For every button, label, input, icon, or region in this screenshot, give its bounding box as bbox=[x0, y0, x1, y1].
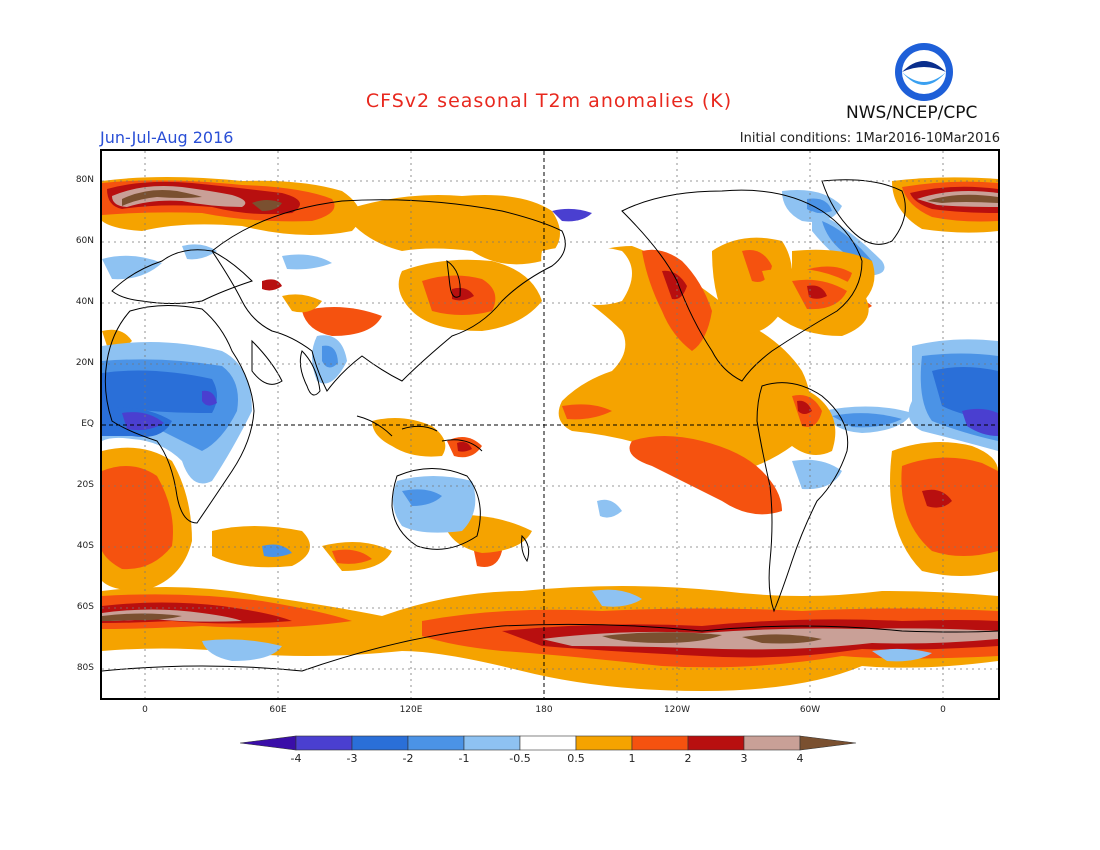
lat-label: 40N bbox=[75, 297, 94, 307]
lat-label: 60S bbox=[76, 602, 94, 612]
lat-label: 40S bbox=[76, 541, 94, 551]
map-title: CFSv2 seasonal T2m anomalies (K) bbox=[365, 90, 733, 112]
lon-label: 0 bbox=[142, 705, 148, 715]
lon-label: 180 bbox=[535, 705, 553, 715]
anomaly-region bbox=[807, 285, 827, 299]
colorbar-arrow-low bbox=[239, 735, 297, 751]
colorbar-swatch bbox=[463, 735, 521, 751]
anomaly-region bbox=[252, 200, 282, 211]
colorbar-tick-label: -4 bbox=[290, 752, 302, 765]
anomaly-region bbox=[552, 208, 592, 222]
anomaly-region bbox=[202, 639, 282, 661]
anomaly-region bbox=[927, 194, 998, 203]
anomaly-region bbox=[541, 246, 632, 305]
colorbar-tick-label: -1 bbox=[458, 752, 470, 765]
lat-label: 20S bbox=[76, 480, 94, 490]
lon-label: 60W bbox=[799, 705, 821, 715]
colorbar-swatch bbox=[743, 735, 801, 751]
anomaly-region bbox=[102, 466, 173, 570]
anomaly-region bbox=[262, 279, 282, 291]
anomaly-region bbox=[922, 489, 952, 508]
agency-label: NWS/NCEP/CPC bbox=[846, 103, 978, 123]
colorbar-swatch bbox=[407, 735, 465, 751]
anomaly-region bbox=[372, 417, 446, 457]
colorbar-swatch bbox=[519, 735, 577, 751]
anomaly-region bbox=[262, 544, 292, 557]
colorbar-tick-label: -2 bbox=[402, 752, 414, 765]
anomaly-region bbox=[102, 255, 162, 280]
colorbar-tick-label: 0.5 bbox=[567, 752, 585, 765]
anomaly-region bbox=[342, 195, 560, 265]
anomaly-region bbox=[182, 244, 217, 260]
lon-label: 120W bbox=[663, 705, 691, 715]
lon-label: 120E bbox=[399, 705, 423, 715]
anomaly-region bbox=[629, 436, 782, 515]
colorbar-tick-label: 2 bbox=[684, 752, 692, 765]
coastlines bbox=[102, 179, 998, 672]
lat-label: 80S bbox=[76, 663, 94, 673]
anomaly-region bbox=[832, 413, 902, 428]
svg-text:NOAA: NOAA bbox=[910, 69, 939, 79]
anomaly-region bbox=[393, 476, 476, 533]
anomaly-region bbox=[932, 367, 998, 421]
anomaly-region bbox=[122, 412, 164, 431]
anomaly-region bbox=[712, 237, 792, 334]
anomaly-region bbox=[102, 613, 182, 621]
lat-label: 80N bbox=[75, 175, 94, 185]
anomaly-field bbox=[102, 151, 998, 698]
anomaly-region bbox=[592, 589, 642, 607]
colorbar-swatch bbox=[295, 735, 353, 751]
anomaly-region bbox=[797, 400, 812, 414]
anomaly-region bbox=[742, 634, 822, 644]
lat-label: 60N bbox=[75, 236, 94, 246]
forecast-period: Jun-Jul-Aug 2016 bbox=[100, 128, 234, 147]
colorbar-swatch bbox=[631, 735, 689, 751]
colorbar-tick-label: -3 bbox=[346, 752, 358, 765]
colorbar-tick-label: 1 bbox=[628, 752, 636, 765]
anomaly-region bbox=[807, 198, 832, 214]
anomaly-region bbox=[202, 390, 217, 406]
anomaly-region bbox=[558, 246, 810, 472]
colorbar-tick-label: 4 bbox=[796, 752, 804, 765]
anomaly-region bbox=[642, 249, 712, 351]
lat-label: 20N bbox=[75, 358, 94, 368]
anomaly-region bbox=[901, 457, 998, 556]
anomaly-region bbox=[602, 632, 722, 643]
lon-label: 60E bbox=[269, 705, 287, 715]
anomaly-region bbox=[332, 549, 372, 564]
lat-label: EQ bbox=[81, 419, 94, 429]
colorbar-swatch bbox=[575, 735, 633, 751]
anomaly-region bbox=[597, 499, 622, 518]
colorbar-swatch bbox=[351, 735, 409, 751]
colorbar-swatch bbox=[687, 735, 745, 751]
anomaly-region bbox=[962, 408, 998, 436]
anomaly-region bbox=[322, 345, 338, 368]
colorbar bbox=[239, 735, 860, 755]
anomaly-region bbox=[457, 441, 472, 452]
anomaly-region bbox=[562, 404, 612, 420]
anomaly-region bbox=[102, 370, 217, 413]
anomaly-region bbox=[302, 307, 382, 336]
noaa-logo-icon: NOAA bbox=[894, 42, 954, 102]
anomaly-region bbox=[402, 489, 442, 506]
anomaly-region bbox=[872, 648, 932, 662]
colorbar-tick-label: -0.5 bbox=[509, 752, 531, 765]
anomaly-region bbox=[212, 526, 310, 568]
colorbar-arrow-high bbox=[799, 735, 857, 751]
anomaly-map bbox=[100, 149, 1000, 700]
lon-label: 0 bbox=[940, 705, 946, 715]
initial-conditions: Initial conditions: 1Mar2016-10Mar2016 bbox=[739, 131, 1000, 146]
anomaly-region bbox=[282, 254, 332, 270]
anomaly-region bbox=[792, 459, 842, 490]
colorbar-tick-label: 3 bbox=[740, 752, 748, 765]
anomaly-region bbox=[122, 190, 202, 206]
gridlines bbox=[102, 151, 998, 698]
anomaly-region bbox=[662, 270, 687, 300]
